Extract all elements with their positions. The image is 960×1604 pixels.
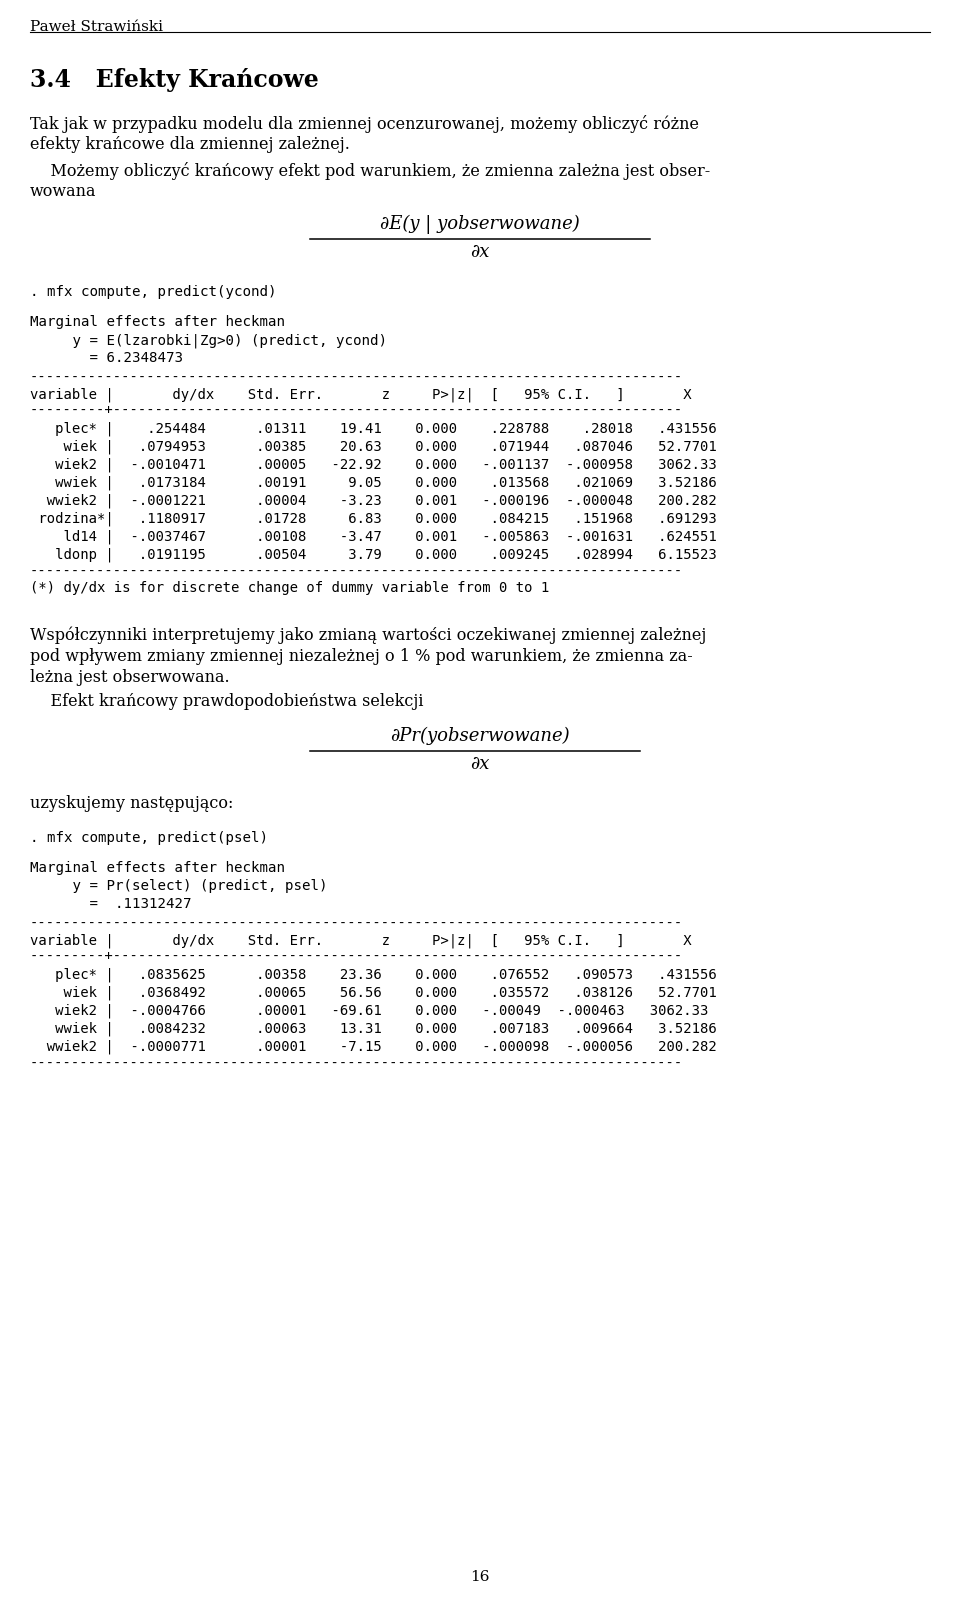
Text: ------------------------------------------------------------------------------: ----------------------------------------… — [30, 565, 684, 579]
Text: wwiek |   .0173184      .00191     9.05    0.000    .013568   .021069   3.52186: wwiek | .0173184 .00191 9.05 0.000 .0135… — [30, 475, 717, 489]
Text: ∂x: ∂x — [470, 755, 490, 773]
Text: ldonp |   .0191195      .00504     3.79    0.000    .009245   .028994   6.15523: ldonp | .0191195 .00504 3.79 0.000 .0092… — [30, 547, 717, 561]
Text: wwiek |   .0084232      .00063    13.31    0.000    .007183   .009664   3.52186: wwiek | .0084232 .00063 13.31 0.000 .007… — [30, 1022, 717, 1036]
Text: ---------+--------------------------------------------------------------------: ---------+------------------------------… — [30, 403, 684, 417]
Text: (*) dy/dx is for discrete change of dummy variable from 0 to 1: (*) dy/dx is for discrete change of dumm… — [30, 581, 549, 595]
Text: Możemy obliczyć krańcowy efekt pod warunkiem, że zmienna zależna jest obser-: Możemy obliczyć krańcowy efekt pod warun… — [30, 162, 710, 180]
Text: wiek2 |  -.0010471      .00005   -22.92    0.000   -.001137  -.000958   3062.33: wiek2 | -.0010471 .00005 -22.92 0.000 -.… — [30, 457, 717, 472]
Text: plec* |   .0835625      .00358    23.36    0.000    .076552   .090573   .431556: plec* | .0835625 .00358 23.36 0.000 .076… — [30, 967, 717, 982]
Text: Marginal effects after heckman: Marginal effects after heckman — [30, 861, 285, 876]
Text: Marginal effects after heckman: Marginal effects after heckman — [30, 314, 285, 329]
Text: 3.4   Efekty Krańcowe: 3.4 Efekty Krańcowe — [30, 67, 319, 91]
Text: ∂Pr(yobserwowane): ∂Pr(yobserwowane) — [390, 727, 570, 746]
Text: wowana: wowana — [30, 183, 97, 200]
Text: leżna jest obserwowana.: leżna jest obserwowana. — [30, 669, 229, 687]
Text: pod wpływem zmiany zmiennej niezależnej o 1 % pod warunkiem, że zmienna za-: pod wpływem zmiany zmiennej niezależnej … — [30, 648, 693, 666]
Text: y = Pr(select) (predict, psel): y = Pr(select) (predict, psel) — [30, 879, 327, 893]
Text: wiek |   .0368492      .00065    56.56    0.000    .035572   .038126   52.7701: wiek | .0368492 .00065 56.56 0.000 .0355… — [30, 985, 717, 999]
Text: ∂x: ∂x — [470, 242, 490, 261]
Text: wiek2 |  -.0004766      .00001   -69.61    0.000   -.00049  -.000463   3062.33: wiek2 | -.0004766 .00001 -69.61 0.000 -.… — [30, 1002, 708, 1017]
Text: plec* |    .254484      .01311    19.41    0.000    .228788    .28018   .431556: plec* | .254484 .01311 19.41 0.000 .2287… — [30, 420, 717, 436]
Text: wwiek2 |  -.0000771      .00001    -7.15    0.000   -.000098  -.000056   200.282: wwiek2 | -.0000771 .00001 -7.15 0.000 -.… — [30, 1039, 717, 1054]
Text: ∂E(y | yobserwowane): ∂E(y | yobserwowane) — [380, 215, 580, 234]
Text: 16: 16 — [470, 1570, 490, 1585]
Text: wiek |   .0794953      .00385    20.63    0.000    .071944   .087046   52.7701: wiek | .0794953 .00385 20.63 0.000 .0719… — [30, 439, 717, 454]
Text: . mfx compute, predict(psel): . mfx compute, predict(psel) — [30, 831, 268, 845]
Text: rodzina*|   .1180917      .01728     6.83    0.000    .084215   .151968   .69129: rodzina*| .1180917 .01728 6.83 0.000 .08… — [30, 512, 717, 526]
Text: y = E(lzarobki|Zg>0) (predict, ycond): y = E(lzarobki|Zg>0) (predict, ycond) — [30, 334, 387, 348]
Text: efekty krańcowe dla zmiennej zależnej.: efekty krańcowe dla zmiennej zależnej. — [30, 136, 349, 152]
Text: ------------------------------------------------------------------------------: ----------------------------------------… — [30, 371, 684, 385]
Text: variable |       dy/dx    Std. Err.       z     P>|z|  [   95% C.I.   ]       X: variable | dy/dx Std. Err. z P>|z| [ 95%… — [30, 387, 691, 401]
Text: =  .11312427: = .11312427 — [30, 897, 191, 911]
Text: ld14 |  -.0037467      .00108    -3.47    0.001   -.005863  -.001631   .624551: ld14 | -.0037467 .00108 -3.47 0.001 -.00… — [30, 529, 717, 544]
Text: Współczynniki interpretujemy jako zmianą wartości oczekiwanej zmiennej zależnej: Współczynniki interpretujemy jako zmianą… — [30, 627, 707, 645]
Text: = 6.2348473: = 6.2348473 — [30, 351, 183, 366]
Text: uzyskujemy następująco:: uzyskujemy następująco: — [30, 796, 233, 812]
Text: Tak jak w przypadku modelu dla zmiennej ocenzurowanej, możemy obliczyć różne: Tak jak w przypadku modelu dla zmiennej … — [30, 115, 699, 133]
Text: ------------------------------------------------------------------------------: ----------------------------------------… — [30, 917, 684, 930]
Text: Paweł Strawiński: Paweł Strawiński — [30, 19, 163, 34]
Text: variable |       dy/dx    Std. Err.       z     P>|z|  [   95% C.I.   ]       X: variable | dy/dx Std. Err. z P>|z| [ 95%… — [30, 934, 691, 948]
Text: Efekt krańcowy prawdopodobieństwa selekcji: Efekt krańcowy prawdopodobieństwa selekc… — [30, 693, 423, 711]
Text: wwiek2 |  -.0001221      .00004    -3.23    0.001   -.000196  -.000048   200.282: wwiek2 | -.0001221 .00004 -3.23 0.001 -.… — [30, 492, 717, 507]
Text: ---------+--------------------------------------------------------------------: ---------+------------------------------… — [30, 950, 684, 962]
Text: . mfx compute, predict(ycond): . mfx compute, predict(ycond) — [30, 286, 276, 298]
Text: ------------------------------------------------------------------------------: ----------------------------------------… — [30, 1057, 684, 1071]
